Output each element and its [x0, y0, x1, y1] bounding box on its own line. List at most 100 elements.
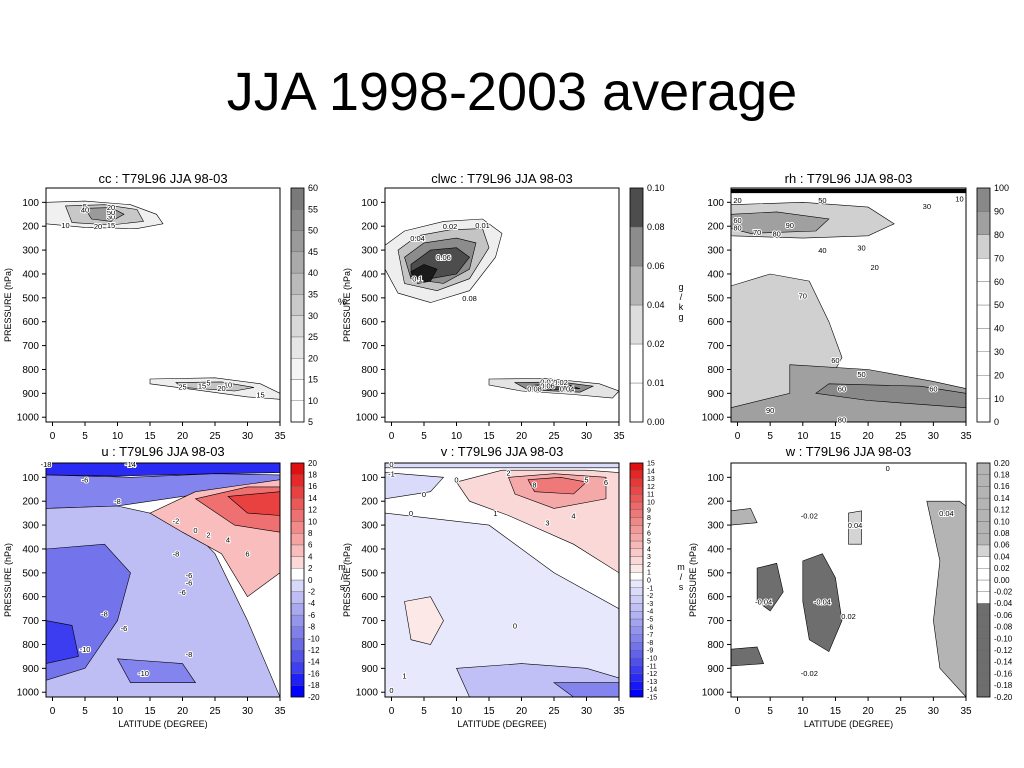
colorbar-swatch	[629, 572, 644, 581]
contour-region-6	[116, 658, 197, 683]
y-tick-label: 200	[22, 497, 39, 508]
colorbar-tick-label: 10	[308, 517, 317, 526]
colorbar-tick-label: 0.18	[994, 471, 1010, 480]
colorbar-tick-label: -10	[647, 655, 657, 662]
colorbar-swatch	[629, 540, 644, 550]
colorbar-swatch	[290, 533, 305, 546]
x-tick-label: 20	[516, 431, 528, 442]
panel-title: v : T79L96 JJA 98-03	[441, 444, 564, 459]
colorbar-swatch	[629, 382, 644, 423]
colorbar-swatch	[290, 556, 305, 569]
colorbar-tick-label: -6	[308, 611, 316, 620]
contour-label: 0.08	[462, 294, 477, 303]
contour-label: 2	[506, 469, 510, 478]
colorbar-swatch	[629, 478, 644, 487]
colorbar-swatch	[629, 525, 644, 534]
y-axis-label: PRESSURE (hPa)	[3, 543, 13, 617]
contour-label: 0	[389, 686, 393, 695]
colorbar-swatch	[976, 234, 991, 259]
y-tick-label: 500	[361, 568, 378, 579]
x-tick-label: 30	[581, 431, 593, 442]
colorbar-swatch	[629, 665, 644, 674]
panel-title: w : T79L96 JJA 98-03	[785, 444, 912, 459]
colorbar-tick-label: 0.06	[647, 261, 665, 271]
x-tick-label: 35	[274, 431, 286, 442]
colorbar-swatch	[629, 517, 644, 526]
y-tick-label: 400	[22, 269, 39, 280]
panel-title: cc : T79L96 JJA 98-03	[98, 171, 227, 186]
colorbar-swatch	[976, 591, 991, 604]
chart-panel-5: v : T79L96 JJA 98-030 5 10 15 20 25 30 35100200…	[342, 444, 685, 729]
x-tick-label: 15	[483, 431, 495, 442]
contour-label: -0.04	[755, 597, 772, 606]
field-shading	[46, 463, 280, 697]
contour-label: 20	[870, 263, 878, 272]
colorbar-swatch	[290, 568, 305, 581]
x-tick-label: 30	[242, 431, 254, 442]
x-tick-label: 0	[50, 431, 56, 442]
y-tick-label: 400	[22, 544, 39, 555]
colorbar-swatch	[290, 357, 305, 380]
x-tick-label: 20	[516, 706, 528, 717]
colorbar-unit: /	[680, 292, 683, 302]
colorbar-tick-label: 55	[308, 204, 318, 214]
x-tick-label: 20	[863, 706, 875, 717]
contour-label: 60	[831, 356, 839, 365]
contour-label: 0.04	[939, 509, 954, 518]
contour-label: -8	[101, 609, 108, 618]
contour-label: 80	[773, 229, 781, 238]
colorbar-swatch	[629, 494, 644, 503]
x-tick-label: 0	[50, 706, 56, 717]
field-shading	[46, 200, 280, 400]
y-tick-label: 200	[707, 497, 724, 508]
colorbar-tick-label: 4	[308, 552, 313, 561]
slide-title: JJA 1998-2003 average	[226, 62, 798, 122]
colorbar-swatch	[290, 486, 305, 499]
contour-label: 30	[923, 202, 931, 211]
y-tick-label: 100	[707, 473, 724, 484]
colorbar-tick-label: -0.18	[994, 681, 1013, 690]
x-tick-label: 20	[863, 431, 875, 442]
contour-region-9	[227, 491, 280, 516]
x-tick-label: 5	[767, 706, 773, 717]
contour-label: 0.04	[410, 234, 425, 243]
colorbar-tick-label: -0.02	[994, 588, 1013, 597]
contour-label: 6	[604, 478, 608, 487]
colorbar-swatch	[629, 470, 644, 479]
contour-region-1	[385, 463, 619, 469]
colorbar-swatch	[290, 544, 305, 557]
colorbar-tick-label: 20	[308, 459, 317, 468]
field-shading	[385, 463, 619, 697]
colorbar-swatch	[290, 661, 305, 674]
contour-label: -18	[41, 460, 52, 469]
x-tick-label: 25	[209, 706, 221, 717]
contour-region-3	[84, 207, 125, 222]
colorbar-swatch	[629, 304, 644, 345]
x-tick-label: 20	[177, 706, 189, 717]
colorbar-swatch	[629, 509, 644, 518]
colorbar-tick-label: -0.16	[994, 669, 1013, 678]
colorbar-tick-label: 35	[308, 290, 318, 300]
plot-frame	[730, 462, 967, 698]
contour-label: 40	[81, 205, 89, 214]
plot-frame	[730, 187, 967, 423]
colorbar-swatch	[976, 462, 991, 475]
colorbar-tick-label: 100	[994, 183, 1009, 193]
y-tick-label: 900	[22, 664, 39, 675]
contour-region-4	[802, 553, 843, 653]
y-axis-label: PRESSURE (hPa)	[688, 543, 698, 617]
contour-label: 15	[198, 382, 206, 391]
y-tick-label: 500	[707, 568, 724, 579]
colorbar-tick-label: -2	[647, 593, 653, 600]
colorbar-tick-label: 0.01	[647, 378, 665, 388]
colorbar-tick-label: -9	[647, 648, 653, 655]
contour-label: -6	[121, 624, 128, 633]
contour-label: 0.06	[540, 382, 555, 391]
y-tick-label: 200	[707, 222, 724, 233]
colorbar-tick-label: 0	[994, 417, 999, 427]
colorbar-swatch	[976, 497, 991, 511]
colorbar-swatch	[629, 226, 644, 267]
colorbar-swatch	[629, 533, 644, 542]
contour-label: 50	[857, 370, 865, 379]
